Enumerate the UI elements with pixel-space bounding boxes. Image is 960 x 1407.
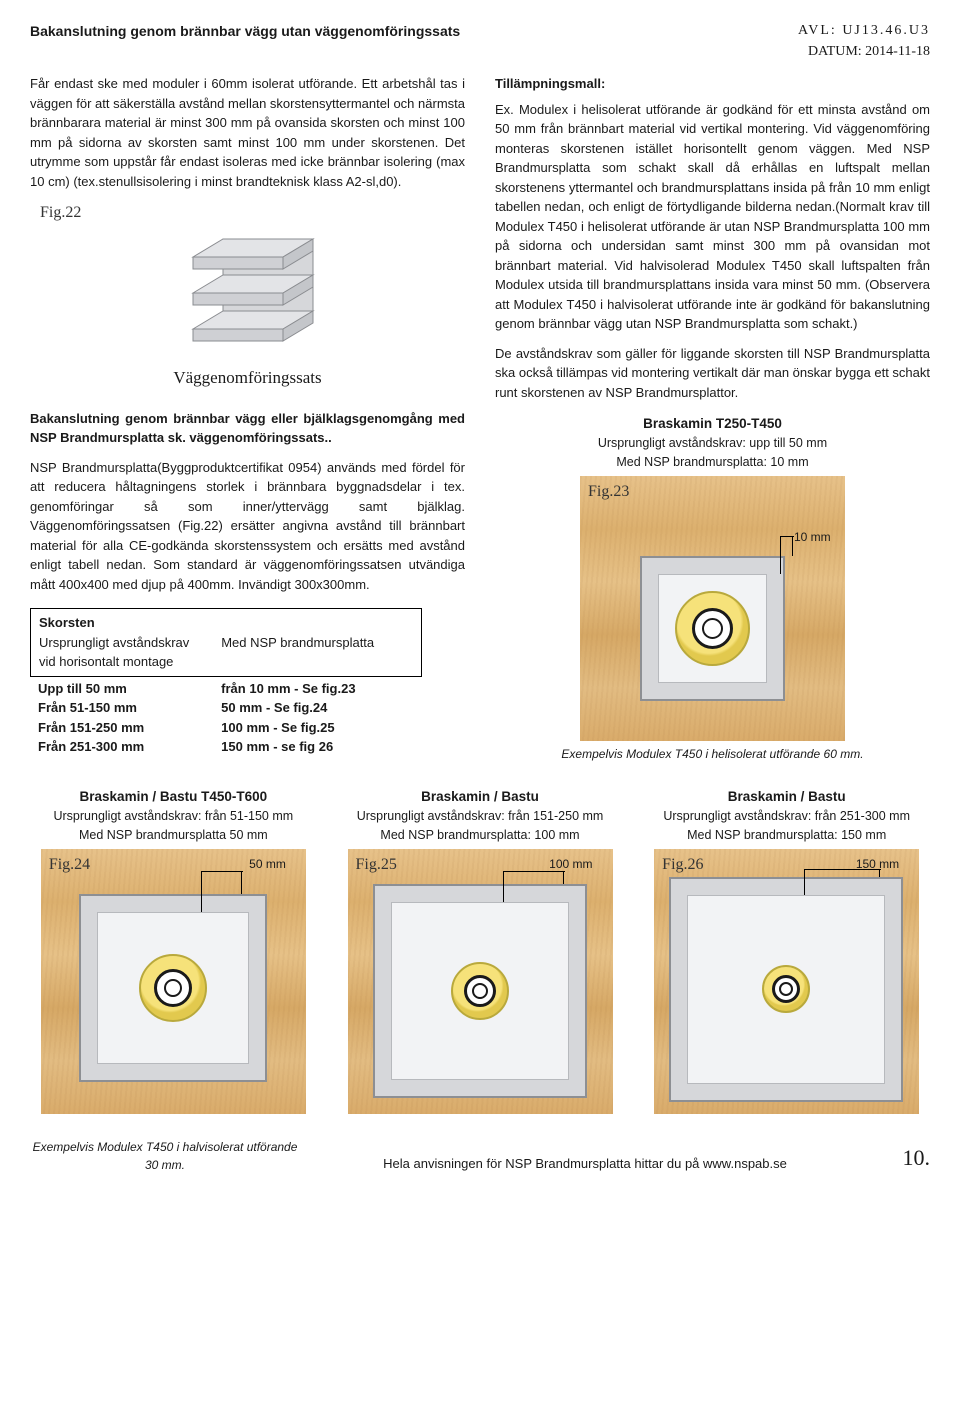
table-col1-head: Ursprungligt avståndskrav xyxy=(39,633,221,653)
page-title: Bakanslutning genom brännbar vägg utan v… xyxy=(30,20,460,42)
fig25-line1: Ursprungligt avståndskrav: från 151-250 … xyxy=(357,809,604,823)
left-p2: NSP Brandmursplatta(Byggproduktcertifika… xyxy=(30,458,465,595)
fig22-block: Fig.22 xyxy=(30,201,465,391)
fig26-diagram: Fig.26 150 mm xyxy=(654,849,919,1114)
table-head: Skorsten xyxy=(39,613,413,633)
doc-avl: AVL: UJ13.46.U3 xyxy=(798,20,930,41)
fig26-title: Braskamin / Bastu xyxy=(643,787,930,807)
cell: 50 mm - Se fig.24 xyxy=(221,698,414,718)
right-head: Tillämpningsmall: xyxy=(495,74,930,94)
table-row: Från 251-300 mm 150 mm - se fig 26 xyxy=(38,737,414,757)
cell: 100 mm - Se fig.25 xyxy=(221,718,414,738)
cell: från 10 mm - Se fig.23 xyxy=(221,679,414,699)
fig23-line2: Med NSP brandmursplatta: 10 mm xyxy=(616,455,808,469)
fig23-block: Braskamin T250-T450 Ursprungligt avstånd… xyxy=(495,414,930,763)
fig24-label: Fig.24 xyxy=(49,853,90,877)
fig24-line1: Ursprungligt avståndskrav: från 51-150 m… xyxy=(53,809,293,823)
cell: Upp till 50 mm xyxy=(38,679,221,699)
cell: Från 151-250 mm xyxy=(38,718,221,738)
fig22-diagram xyxy=(158,229,338,359)
table-row: Från 151-250 mm 100 mm - Se fig.25 xyxy=(38,718,414,738)
right-body: Ex. Modulex i helisolerat utförande är g… xyxy=(495,100,930,334)
fig23-caption: Exempelvis Modulex T450 i helisolerat ut… xyxy=(495,745,930,763)
table-row: Från 51-150 mm 50 mm - Se fig.24 xyxy=(38,698,414,718)
fig26-line1: Ursprungligt avståndskrav: från 251-300 … xyxy=(663,809,910,823)
cell: Från 51-150 mm xyxy=(38,698,221,718)
fig24-line2: Med NSP brandmursplatta 50 mm xyxy=(79,828,268,842)
fig24-dim: 50 mm xyxy=(249,855,286,873)
table-col2-head: Med NSP brandmursplatta xyxy=(221,633,413,653)
table-row: Upp till 50 mm från 10 mm - Se fig.23 xyxy=(38,679,414,699)
fig25-col: Braskamin / Bastu Ursprungligt avståndsk… xyxy=(337,787,624,1114)
fig23-dim: 10 mm xyxy=(794,528,831,546)
fig25-diagram: Fig.25 100 mm xyxy=(348,849,613,1114)
right-column: Tillämpningsmall: Ex. Modulex i helisole… xyxy=(495,74,930,763)
fig-row: Braskamin / Bastu T450-T600 Ursprungligt… xyxy=(30,787,930,1114)
footer-left: Exempelvis Modulex T450 i halvisolerat u… xyxy=(30,1138,300,1174)
fig24-diagram: Fig.24 50 mm xyxy=(41,849,306,1114)
fig26-col: Braskamin / Bastu Ursprungligt avståndsk… xyxy=(643,787,930,1114)
fig22-label: Fig.22 xyxy=(40,201,81,225)
page-number: 10. xyxy=(870,1141,930,1174)
left-p1: Ett arbetshål tas i väggen för att säker… xyxy=(30,76,465,189)
doc-id-block: AVL: UJ13.46.U3 DATUM: 2014-11-18 xyxy=(798,20,930,62)
fig25-label: Fig.25 xyxy=(356,853,397,877)
fig23-line1: Ursprungligt avståndskrav: upp till 50 m… xyxy=(598,436,827,450)
left-column: Får endast ske med moduler i 60mm isoler… xyxy=(30,74,465,763)
fig26-line2: Med NSP brandmursplatta: 150 mm xyxy=(687,828,886,842)
fig23-title: Braskamin T250-T450 xyxy=(643,416,782,431)
page-footer: Exempelvis Modulex T450 i halvisolerat u… xyxy=(30,1138,930,1174)
distance-table: Skorsten Ursprungligt avståndskrav Med N… xyxy=(30,608,465,759)
right-p2: De avståndskrav som gäller för liggande … xyxy=(495,344,930,403)
intro-line: Får endast ske med moduler i 60mm isoler… xyxy=(30,76,357,91)
table-sub: vid horisontalt montage xyxy=(39,652,229,672)
fig23-label: Fig.23 xyxy=(588,480,629,504)
footer-center: Hela anvisningen för NSP Brandmursplatta… xyxy=(300,1154,870,1174)
fig25-title: Braskamin / Bastu xyxy=(337,787,624,807)
fig26-dim: 150 mm xyxy=(856,855,899,873)
page-header: Bakanslutning genom brännbar vägg utan v… xyxy=(30,20,930,62)
fig24-title: Braskamin / Bastu T450-T600 xyxy=(30,787,317,807)
fig22-caption: Väggenomföringssats xyxy=(173,365,321,391)
fig25-line2: Med NSP brandmursplatta: 100 mm xyxy=(380,828,579,842)
fig23-diagram: Fig.23 10 mm xyxy=(580,476,845,741)
cell: 150 mm - se fig 26 xyxy=(221,737,414,757)
fig26-label: Fig.26 xyxy=(662,853,703,877)
fig24-col: Braskamin / Bastu T450-T600 Ursprungligt… xyxy=(30,787,317,1114)
cell: Från 251-300 mm xyxy=(38,737,221,757)
doc-date: DATUM: 2014-11-18 xyxy=(798,41,930,62)
left-intro: Får endast ske med moduler i 60mm isoler… xyxy=(30,74,465,191)
left-head2: Bakanslutning genom brännbar vägg eller … xyxy=(30,409,465,448)
